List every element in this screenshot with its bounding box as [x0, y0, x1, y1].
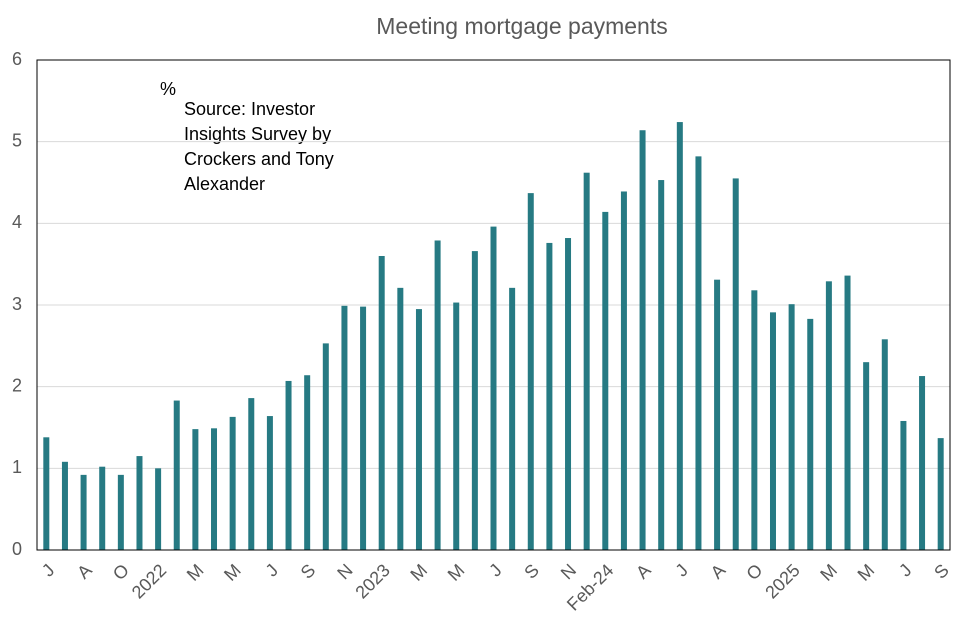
bar: [155, 468, 162, 550]
y-tick-label: 2: [12, 375, 22, 395]
bar: [117, 474, 124, 550]
bar: [43, 437, 50, 550]
x-tick-label: N: [333, 560, 356, 583]
bar: [695, 156, 702, 550]
bar: [322, 343, 329, 550]
y-tick-label: 6: [12, 49, 22, 69]
x-tick-label: J: [38, 560, 59, 581]
y-tick-label: 0: [12, 539, 22, 559]
bar: [881, 339, 888, 550]
bar: [620, 191, 627, 550]
bar: [751, 290, 758, 550]
x-tick-label: 2025: [761, 560, 803, 602]
x-tick-label: S: [520, 560, 543, 583]
x-tick-label: M: [816, 560, 841, 585]
bar: [769, 312, 776, 550]
bar: [285, 380, 292, 550]
bar: [788, 304, 795, 550]
bar: [863, 362, 870, 550]
bar: [658, 180, 665, 551]
bar: [192, 429, 199, 550]
plot-frame: [36, 59, 951, 551]
annotation-line: Crockers and Tony: [184, 149, 334, 169]
bar: [248, 398, 255, 550]
x-tick-label: M: [183, 560, 208, 585]
x-tick-label: 2022: [128, 560, 170, 602]
bar: [80, 474, 87, 550]
bar: [490, 226, 497, 550]
bar: [434, 240, 441, 550]
y-tick-label: 3: [12, 294, 22, 314]
x-tick-label: O: [742, 560, 766, 584]
y-tick-label: 4: [12, 212, 22, 232]
annotation-line: Source: Investor: [184, 99, 315, 119]
bar: [676, 122, 683, 551]
chart-title: Meeting mortgage payments: [376, 13, 668, 39]
x-tick-label: M: [444, 560, 469, 585]
bar: [229, 416, 236, 550]
bar: [565, 238, 572, 551]
bar: [546, 242, 553, 550]
x-tick-label: M: [220, 560, 245, 585]
bar: [919, 376, 926, 550]
x-tick-label: A: [73, 560, 96, 583]
y-tick-label: 5: [12, 130, 22, 150]
bar: [602, 211, 609, 550]
x-tick-label: 2023: [351, 560, 393, 602]
unit-label: %: [160, 79, 176, 99]
x-tick-label: S: [297, 560, 320, 583]
bar: [61, 461, 68, 550]
bar: [453, 302, 460, 550]
bar: [639, 130, 646, 550]
y-tick-label: 1: [12, 457, 22, 477]
x-tick-label: N: [557, 560, 580, 583]
bar: [732, 178, 739, 550]
bar: [415, 309, 422, 550]
annotation-line: Alexander: [184, 174, 265, 194]
bar: [471, 251, 478, 550]
bar: [509, 287, 516, 550]
bar: [211, 428, 218, 550]
bar: [527, 193, 534, 550]
bar: [99, 466, 106, 550]
bar: [714, 279, 721, 550]
bar: [304, 375, 311, 550]
x-tick-label: J: [262, 560, 283, 581]
bar: [378, 256, 385, 550]
bar: [844, 275, 851, 550]
bar: [341, 305, 348, 550]
bar: [397, 287, 404, 550]
bar: [937, 438, 944, 550]
bar: [900, 420, 907, 550]
bar: [173, 400, 180, 550]
x-tick-label: J: [485, 560, 506, 581]
bar: [360, 306, 367, 550]
annotation-line: Insights Survey by: [184, 124, 331, 144]
bar: [807, 318, 814, 550]
x-tick-label: J: [672, 560, 693, 581]
x-tick-label: S: [930, 560, 953, 583]
x-tick-label: A: [707, 560, 730, 583]
x-tick-label: J: [895, 560, 916, 581]
x-tick-label: M: [406, 560, 431, 585]
x-tick-label: A: [632, 560, 655, 583]
bar: [136, 456, 143, 550]
bar: [266, 416, 273, 550]
x-tick-label: O: [109, 560, 133, 584]
bar: [583, 172, 590, 550]
x-tick-label: M: [854, 560, 879, 585]
bar: [825, 281, 832, 550]
annotation: Source: Investor Insights Survey by Crocke…: [184, 99, 334, 194]
